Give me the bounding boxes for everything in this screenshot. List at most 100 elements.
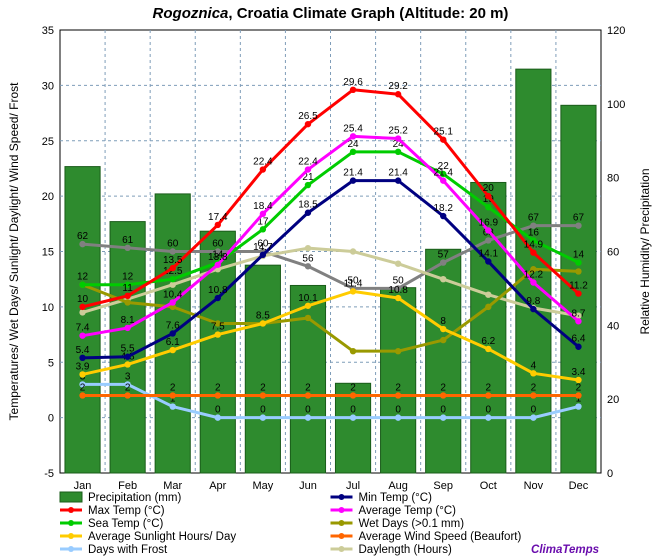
- sunlight-value: 3.4: [572, 367, 586, 378]
- avg_temp-value: 8.1: [121, 315, 135, 326]
- daylength-marker: [440, 276, 446, 282]
- wind-value: 2: [576, 382, 582, 393]
- precip-bar: [245, 265, 280, 473]
- month-label: Jul: [346, 480, 360, 492]
- sunlight-value: 8: [440, 316, 446, 327]
- wind-value: 2: [531, 382, 537, 393]
- legend-label: Max Temp (°C): [88, 505, 165, 517]
- frost-value: 3: [125, 371, 131, 382]
- wet_days-marker: [305, 315, 311, 321]
- month-label: Jun: [299, 480, 317, 492]
- sunlight-value: 6.1: [166, 337, 180, 348]
- max_temp-value: 17.4: [208, 212, 228, 223]
- sunlight-value: 4: [531, 360, 537, 371]
- avg_temp-value: 16.9: [479, 217, 499, 228]
- max_temp-value: 22.4: [253, 157, 273, 168]
- frost-value: 0: [215, 405, 221, 416]
- humidity-value: 67: [528, 213, 540, 224]
- avg_temp-value: 12.2: [524, 270, 544, 281]
- min_temp-value: 21.4: [343, 168, 363, 179]
- right-tick: 120: [607, 25, 625, 37]
- month-label: Aug: [388, 480, 408, 492]
- max_temp-value: 26.5: [298, 111, 318, 122]
- humidity-value: 60: [212, 239, 224, 250]
- month-label: Jan: [74, 480, 92, 492]
- legend-marker: [339, 533, 345, 539]
- sunlight-value: 11.4: [344, 278, 363, 289]
- legend-marker: [68, 533, 74, 539]
- min_temp-value: 14.1: [479, 248, 499, 259]
- frost-value: 0: [395, 405, 401, 416]
- left-tick: 25: [42, 136, 54, 148]
- sea_temp-value: 12: [77, 272, 89, 283]
- legend-marker: [339, 494, 345, 500]
- min_temp-value: 14.7: [253, 242, 273, 253]
- max_temp-value: 14.9: [524, 240, 544, 251]
- wet_days-marker: [350, 348, 356, 354]
- wind-value: 2: [125, 382, 131, 393]
- wind-value: 2: [486, 382, 492, 393]
- avg_temp-value: 22.4: [298, 157, 318, 168]
- legend-marker: [339, 520, 345, 526]
- wind-value: 2: [80, 382, 86, 393]
- left-tick: 30: [42, 80, 54, 92]
- daylength-marker: [79, 309, 85, 315]
- max_temp-value: 10: [77, 294, 89, 305]
- month-label: May: [252, 480, 273, 492]
- sunlight-value: 10.8: [388, 285, 408, 296]
- humidity-value: 61: [122, 235, 134, 246]
- sunlight-value: 3.9: [76, 361, 90, 372]
- frost-value: 0: [305, 405, 311, 416]
- legend-marker: [339, 507, 345, 513]
- min_temp-value: 9.8: [526, 296, 540, 307]
- max_temp-value: 11: [122, 283, 133, 294]
- avg_temp-value: 21.4: [433, 168, 453, 179]
- daylength-marker: [350, 248, 356, 254]
- humidity-value: 57: [438, 250, 450, 261]
- month-label: Feb: [118, 480, 137, 492]
- avg_temp-value: 7.4: [76, 323, 90, 334]
- daylength-marker: [395, 260, 401, 266]
- wind-value: 2: [260, 382, 266, 393]
- humidity-value: 60: [167, 239, 179, 250]
- title-suffix: , Croatia Climate Graph (Altitude: 20 m): [228, 5, 508, 22]
- sunlight-value: 6.2: [481, 336, 495, 347]
- right-tick: 60: [607, 247, 619, 259]
- humidity-value: 62: [77, 231, 89, 242]
- max_temp-value: 20: [483, 183, 495, 194]
- wind-value: 2: [395, 382, 401, 393]
- min_temp-value: 21.4: [388, 168, 408, 179]
- precip-bar: [65, 167, 100, 473]
- sea_temp-value: 14: [573, 250, 585, 261]
- chart-title: Rogoznica, Croatia Climate Graph (Altitu…: [153, 5, 509, 22]
- title-location: Rogoznica: [153, 5, 229, 22]
- legend-marker: [68, 520, 74, 526]
- min_temp-value: 5.4: [76, 345, 90, 356]
- left-tick: 5: [48, 357, 54, 369]
- avg_temp-value: 10.4: [163, 289, 183, 300]
- min_temp-value: 6.4: [572, 334, 586, 345]
- month-label: Dec: [569, 480, 589, 492]
- month-label: Oct: [480, 480, 497, 492]
- avg_temp-value: 8.7: [572, 308, 586, 319]
- legend-label: Daylength (Hours): [359, 544, 452, 556]
- min_temp-value: 18.2: [433, 203, 453, 214]
- sea_temp-value: 12: [122, 272, 134, 283]
- avg_temp-value: 25.4: [343, 123, 363, 134]
- min_temp-value: 10.8: [208, 285, 228, 296]
- max_temp-value: 29.2: [388, 81, 408, 92]
- min_temp-value: 7.6: [166, 320, 180, 331]
- frost-value: 0: [350, 405, 356, 416]
- avg_temp-value: 13.8: [208, 252, 228, 263]
- sunlight-value: 10.1: [298, 293, 318, 304]
- min_temp-value: 5.5: [121, 344, 135, 355]
- left-tick: 15: [42, 247, 54, 259]
- daylength-marker: [305, 245, 311, 251]
- legend-label: Wet Days (>0.1 mm): [359, 518, 465, 530]
- frost-value: 0: [531, 405, 537, 416]
- wet_days-marker: [124, 299, 130, 305]
- sunlight-value: 8.5: [256, 310, 270, 321]
- legend-label: Precipitation (mm): [88, 492, 181, 504]
- chart-svg: -505101520253035020406080100120626160606…: [0, 0, 661, 558]
- frost-value: 0: [440, 405, 446, 416]
